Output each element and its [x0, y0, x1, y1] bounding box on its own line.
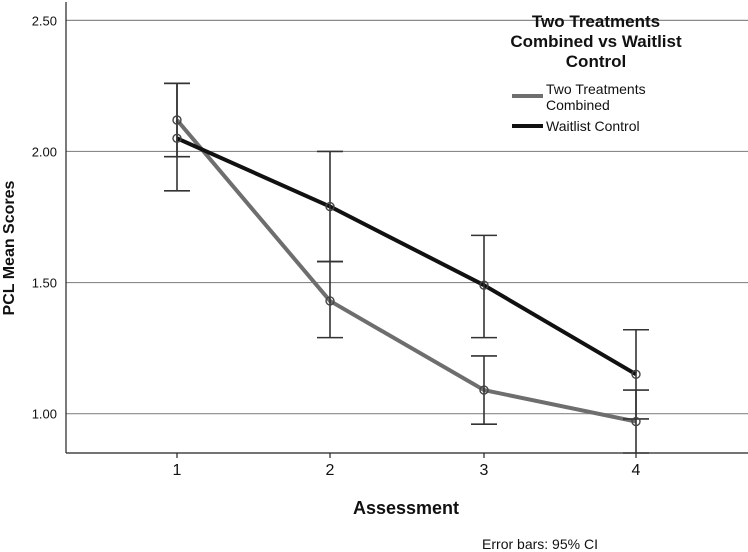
y-tick-label-0: 1.00 [32, 407, 57, 422]
y-tick-label-1: 1.50 [32, 276, 57, 291]
error-bars [164, 82, 649, 454]
data-point-s1-p3 [631, 369, 641, 380]
data-points [172, 115, 641, 427]
footnote: Error bars: 95% CI [482, 536, 598, 552]
x-tick-label-1: 2 [326, 462, 335, 479]
data-point-s1-p1 [325, 201, 335, 212]
x-tick-label-3: 4 [632, 462, 641, 479]
legend-label-waitlist: Waitlist Control [546, 118, 640, 134]
y-tick-label-3: 2.50 [32, 13, 57, 28]
error-bar-s1-p0 [164, 82, 190, 192]
x-tick-label-2: 3 [480, 462, 489, 479]
error-bar-s1-p3 [623, 328, 649, 420]
error-bar-s1-p1 [317, 150, 343, 263]
y-tick-label-2: 2.00 [32, 144, 57, 159]
y-tick-labels: 1.00 1.50 2.00 2.50 [32, 13, 57, 421]
data-point-s1-p2 [479, 280, 489, 290]
error-bar-s1-p2 [471, 234, 497, 339]
data-point-s0-p1 [325, 296, 335, 306]
x-tick-labels: 1 2 3 4 [173, 462, 641, 479]
legend-label-combined-line-2: Combined [546, 97, 610, 113]
data-point-s0-p0 [172, 115, 182, 125]
data-point-s0-p3 [631, 416, 641, 427]
x-tick-label-0: 1 [173, 462, 182, 479]
series-lines [175, 118, 638, 424]
y-axis-title: PCL Mean Scores [1, 180, 18, 315]
legend-label-combined-line-1: Two Treatments [546, 81, 646, 97]
series-line-1 [176, 136, 638, 377]
legend-title-line-1: Two Treatments [532, 12, 660, 31]
data-point-s0-p2 [479, 385, 489, 395]
series-line-0 [175, 118, 637, 424]
error-bar-s0-p2 [471, 355, 497, 425]
legend-title-line-3: Control [566, 52, 626, 71]
legend-title-line-2: Combined vs Waitlist [510, 32, 682, 51]
x-axis-title: Assessment [353, 498, 459, 518]
legend: Two Treatments Combined vs Waitlist Cont… [510, 12, 682, 134]
grid-lines [66, 19, 748, 415]
error-bar-s0-p1 [317, 260, 343, 339]
data-point-s1-p0 [172, 133, 182, 144]
